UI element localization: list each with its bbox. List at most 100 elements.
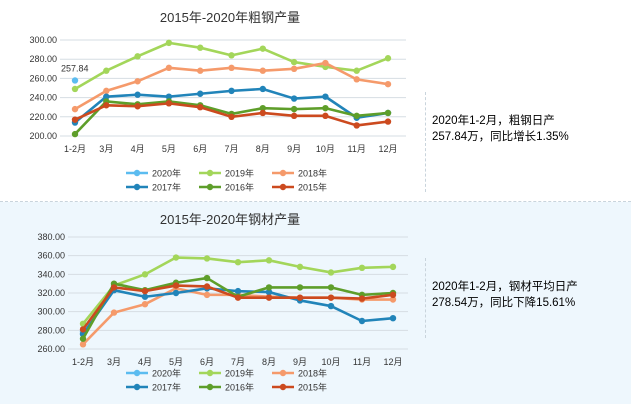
crude-legend-label: 2017年 (152, 182, 181, 193)
crude-series-point-2 (134, 78, 141, 85)
crude-legend-label: 2018年 (298, 168, 327, 179)
crude-series-point-5 (134, 103, 141, 110)
steel-products-chart: 260.00 280.00 300.00 320.00 340.00 360.00 380.… (37, 232, 408, 393)
crude-series-point-4 (290, 105, 298, 113)
products-xtick-label: 10月 (321, 357, 340, 367)
crude-legend-label: 2015年 (298, 182, 327, 193)
products-series-point-1 (234, 259, 242, 266)
crude-series-point-1 (103, 67, 110, 74)
crude-ytick-label: 240.00 (29, 93, 57, 103)
products-xtick-label: 7月 (231, 357, 245, 367)
products-legend-marker (279, 383, 287, 391)
crude-series-point-1 (353, 67, 360, 74)
crude-ytick-label: 220.00 (29, 112, 57, 122)
products-series-point-3 (172, 289, 180, 297)
products-xtick-label: 9月 (293, 357, 307, 367)
steel-products-note-line1: 2020年1-2月，钢材平均日产 (432, 281, 578, 293)
crude-series-point-4 (71, 130, 79, 138)
crude-series-point-2 (197, 67, 204, 74)
crude-ytick-label: 280.00 (29, 54, 57, 64)
crude-legend-marker (133, 183, 141, 191)
crude-legend-marker (206, 169, 214, 177)
crude-series-point-2 (103, 87, 110, 95)
crude-series-point-1 (165, 39, 173, 47)
crude-ytick-label: 300.00 (29, 35, 57, 45)
products-series-point-5 (79, 326, 87, 333)
products-legend-label: 2017年 (152, 382, 181, 393)
products-series-point-1 (265, 257, 273, 264)
crude-series-point-5 (353, 122, 360, 129)
products-series-point-1 (296, 263, 304, 271)
products-series-point-2 (110, 309, 118, 316)
products-series-point-1 (327, 269, 335, 276)
crude-ytick-label: 260.00 (29, 73, 57, 83)
products-series-point-3 (358, 317, 366, 325)
crude-xtick-label: 9月 (287, 144, 301, 154)
products-legend-label: 2015年 (298, 382, 327, 393)
products-ytick-label: 300.00 (37, 307, 65, 317)
crude-series-point-2 (322, 59, 329, 67)
crude-series-point-4 (259, 104, 266, 112)
crude-series-point-2 (165, 64, 173, 72)
products-xtick-label: 11月 (353, 357, 371, 367)
steel-products-note-line2: 278.54万，同比下降15.61% (432, 297, 576, 309)
products-series-point-3 (265, 288, 273, 296)
products-legend-label: 2016年 (225, 382, 254, 393)
products-series-point-3 (327, 302, 335, 310)
products-ytick-label: 280.00 (37, 325, 65, 335)
products-series-point-4 (296, 284, 304, 291)
panel-divider (0, 201, 631, 202)
products-xtick-label: 3月 (107, 357, 121, 367)
crude-series-point-3 (165, 93, 173, 100)
products-legend-marker (133, 383, 141, 391)
crude-series-point-3 (134, 91, 141, 98)
crude-series-point-5 (384, 118, 392, 125)
crude-series-point-5 (290, 112, 298, 120)
crude-series-point-3 (197, 90, 204, 97)
products-ytick-label: 320.00 (37, 288, 65, 298)
note-divider-1 (425, 92, 426, 192)
crude-series-point-5 (228, 113, 235, 121)
crude-series-point-1 (290, 58, 298, 66)
crude-series-point-1 (71, 85, 79, 93)
products-legend-marker (279, 369, 287, 377)
products-series-point-1 (358, 264, 366, 271)
crude-xtick-label: 4月 (131, 144, 145, 154)
products-legend-marker (206, 369, 214, 377)
products-ytick-label: 260.00 (37, 344, 65, 354)
crude-series-point-1 (197, 44, 204, 51)
products-series-point-5 (296, 294, 304, 301)
crude-series-point-1 (228, 52, 235, 59)
products-xtick-label: 8月 (262, 357, 276, 367)
crude-series-point-5 (197, 104, 204, 111)
crude-xtick-label: 8月 (256, 144, 270, 154)
crude-series-point-3 (290, 95, 298, 102)
crude-series-point-2 (384, 80, 392, 88)
crude-series-point-2 (228, 64, 235, 72)
products-series-point-2 (389, 296, 397, 303)
crude-legend-label: 2020年 (152, 168, 181, 179)
crude-xtick-label: 7月 (224, 144, 238, 154)
products-series-point-3 (141, 293, 149, 300)
crude-legend-marker (279, 183, 287, 191)
products-series-point-2 (79, 341, 87, 348)
crude-xtick-label: 12月 (378, 144, 397, 154)
products-series-point-5 (141, 287, 149, 295)
products-legend-marker (133, 369, 141, 377)
crude-legend-marker (279, 169, 287, 177)
chart-title-steel-products: 2015年-2020年钢材产量 (159, 212, 301, 227)
crude-series-point-0 (71, 77, 79, 84)
products-xtick-label: 1-2月 (72, 357, 94, 367)
crude-xtick-label: 1-2月 (64, 144, 86, 154)
steel-products-note: 2020年1-2月，钢材平均日产 278.54万，同比下降15.61% (432, 279, 627, 311)
crude-series-point-3 (103, 93, 110, 100)
crude-series-point-2 (290, 65, 298, 73)
crude-series-point-4 (322, 104, 329, 112)
products-series-point-3 (389, 315, 397, 322)
products-legend-label: 2019年 (225, 368, 254, 379)
products-legend-label: 2020年 (152, 368, 181, 379)
products-series-point-2 (203, 291, 211, 299)
crude-series-point-5 (322, 112, 329, 120)
products-series-point-4 (327, 284, 335, 291)
crude-xtick-label: 11月 (348, 144, 366, 154)
